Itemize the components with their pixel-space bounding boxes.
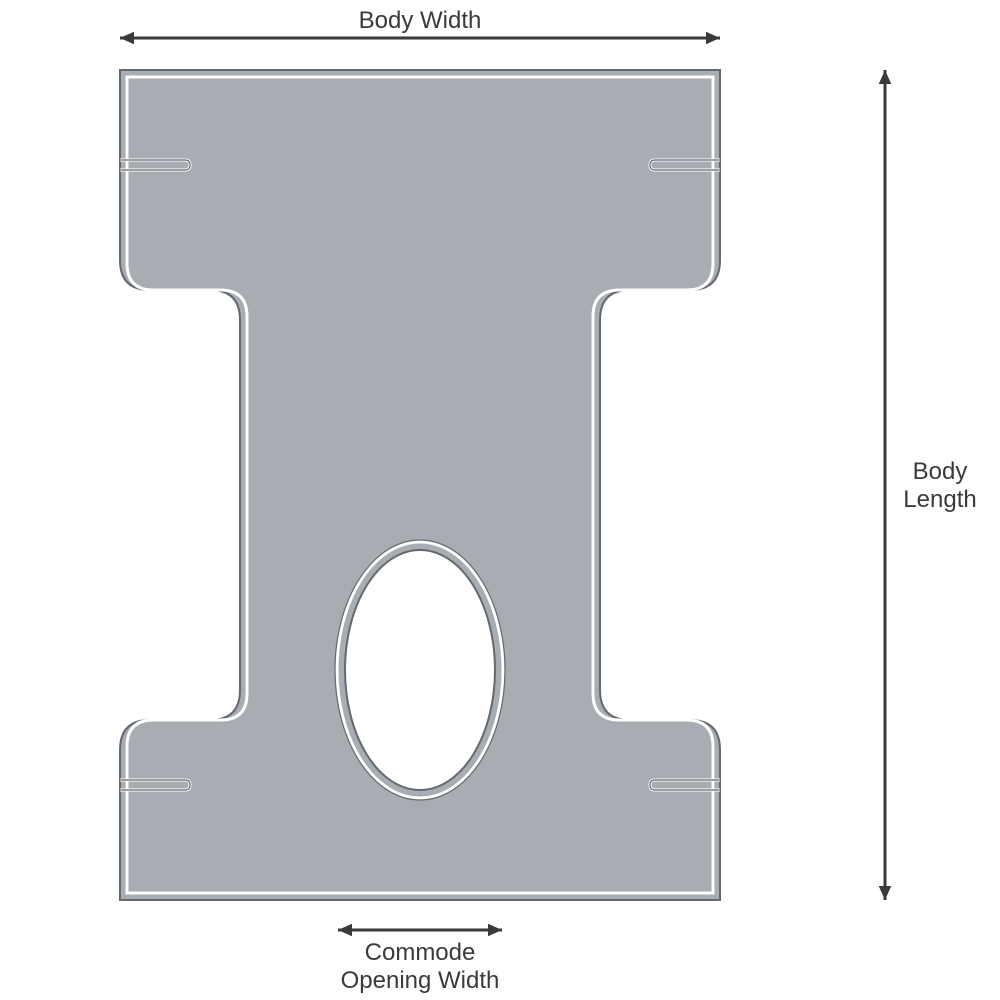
label-body-length-line1: Body [913,458,968,485]
dimension-body-length [879,70,892,900]
label-commode-line1: Commode [365,939,476,966]
label-body-length-line2: Length [903,486,976,513]
dimension-commode-width [338,924,502,937]
commode-opening [345,550,495,790]
diagram-canvas: Body Width Body Length Commode Opening W… [0,0,1000,1000]
label-commode-line2: Opening Width [341,967,500,994]
label-body-width: Body Width [359,7,482,34]
